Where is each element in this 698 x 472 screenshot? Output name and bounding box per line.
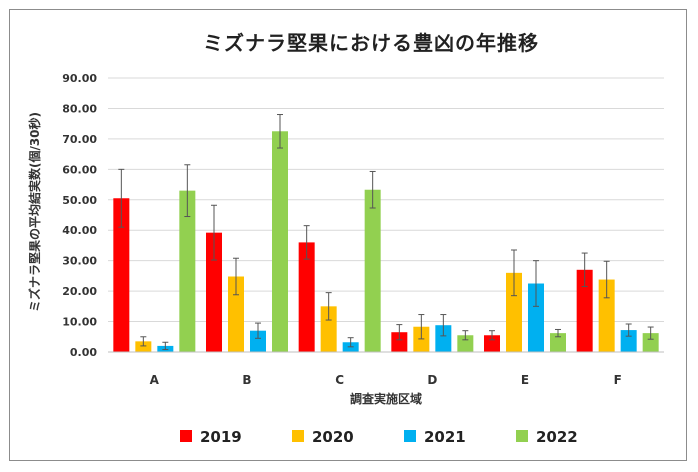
x-category-label: C: [335, 373, 344, 387]
gridlines: [108, 77, 664, 323]
y-tick-label: 80.00: [62, 102, 97, 115]
bar-2022-E: [550, 333, 566, 352]
legend-label-2021: 2021: [424, 428, 466, 446]
y-axis-ticks: 0.00 10.00 20.00 30.00 40.00 50.00 60.00 70.00 8…: [62, 72, 97, 359]
bar-2020-B: [228, 276, 244, 352]
legend-swatch-2020: [292, 430, 304, 442]
x-category-label: A: [150, 373, 160, 387]
x-axis-title: 調査実施区域: [350, 391, 422, 406]
legend-label-2019: 2019: [200, 428, 242, 446]
bar-2022-F: [642, 333, 659, 352]
bar-2019-E: [484, 335, 500, 352]
x-category-label: B: [242, 373, 251, 387]
bar-2021-F: [620, 330, 637, 352]
bar-2021-B: [250, 330, 266, 352]
bar-2020-C: [320, 306, 337, 352]
y-tick-label: 90.00: [62, 72, 97, 85]
bar-2020-E: [506, 272, 522, 352]
bar-2022-A: [179, 190, 196, 352]
bar-2021-E: [528, 283, 544, 352]
x-category-label: D: [427, 373, 437, 387]
x-category-label: E: [521, 373, 529, 387]
y-tick-label: 20.00: [62, 285, 97, 298]
chart-title: ミズナラ堅果における豊凶の年推移: [203, 31, 539, 55]
y-axis-title: ミズナラ堅果の平均結実数(個/30秒): [27, 112, 42, 312]
legend-swatch-2019: [180, 430, 192, 442]
chart-frame: ミズナラ堅果における豊凶の年推移 0.00 10.00 20.00 30.00 40.0…: [9, 9, 687, 461]
y-tick-label: 60.00: [62, 163, 97, 176]
y-tick-label: 0.00: [70, 346, 97, 359]
x-category-label: F: [614, 373, 622, 387]
bar-2019-A: [113, 198, 130, 352]
bars: [113, 114, 659, 352]
bar-2022-B: [272, 131, 288, 352]
x-axis-categories: A B C D E F: [150, 373, 622, 387]
y-tick-label: 30.00: [62, 255, 97, 268]
bar-2019-F: [576, 269, 593, 352]
bar-2019-D: [391, 332, 408, 352]
legend: 2019 2020 2021 2022: [180, 428, 578, 446]
y-tick-label: 50.00: [62, 194, 97, 207]
legend-label-2022: 2022: [536, 428, 578, 446]
bar-2021-D: [435, 325, 452, 352]
y-tick-label: 40.00: [62, 224, 97, 237]
bar-2022-C: [364, 189, 381, 352]
legend-swatch-2022: [516, 430, 528, 442]
y-tick-label: 10.00: [62, 316, 97, 329]
y-tick-label: 70.00: [62, 133, 97, 146]
legend-swatch-2021: [404, 430, 416, 442]
bar-chart: ミズナラ堅果における豊凶の年推移 0.00 10.00 20.00 30.00 40.0…: [27, 31, 664, 446]
bar-2022-D: [457, 335, 474, 352]
bar-2020-A: [135, 341, 152, 352]
bar-2020-F: [598, 279, 615, 352]
bar-2019-B: [206, 232, 222, 352]
bar-2019-C: [298, 242, 315, 352]
legend-label-2020: 2020: [312, 428, 354, 446]
